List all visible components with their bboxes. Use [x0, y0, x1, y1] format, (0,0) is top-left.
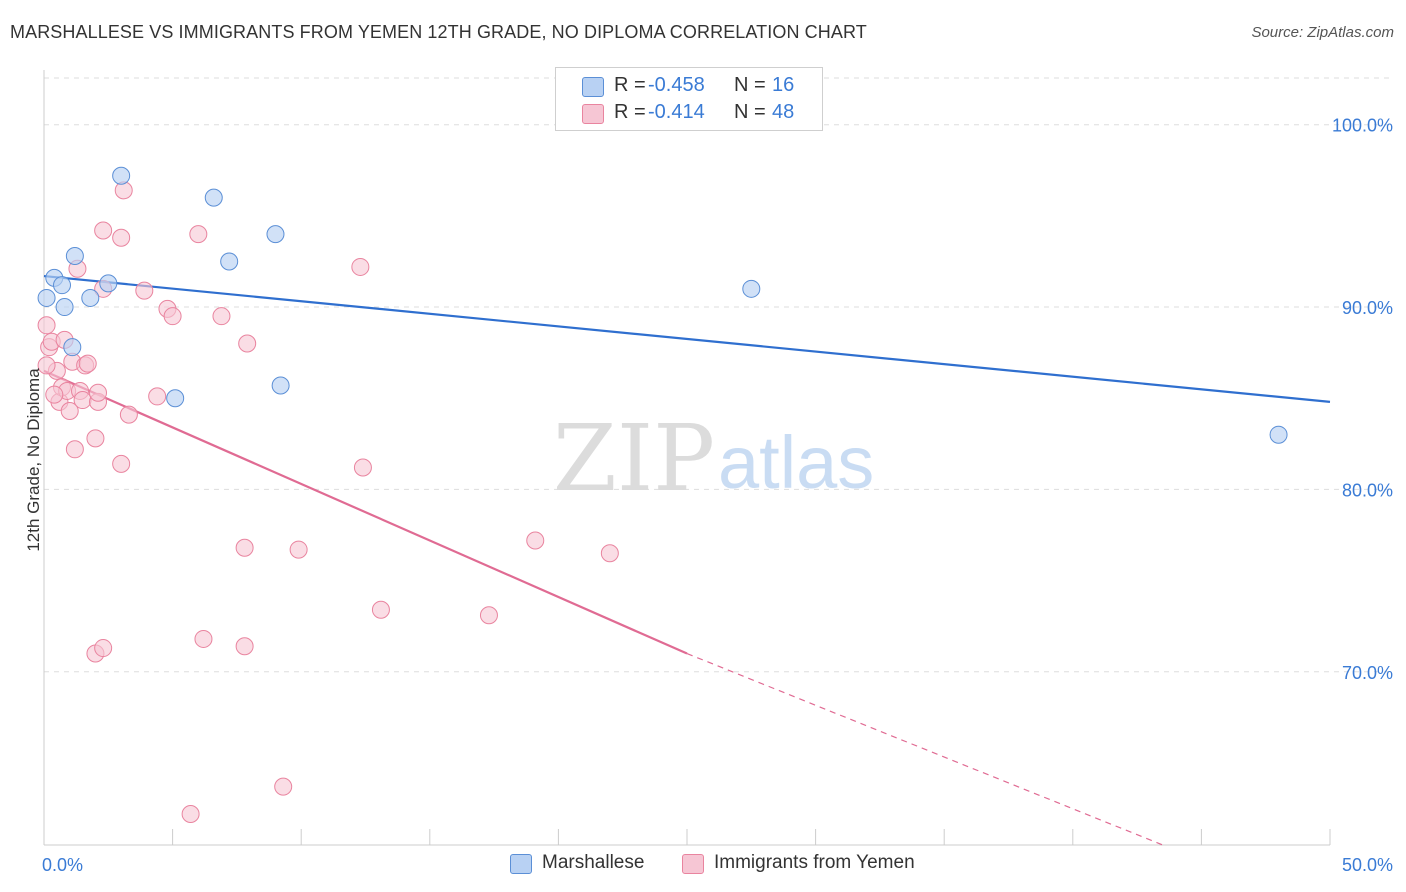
point-yemen	[274, 777, 293, 796]
point-yemen	[371, 600, 390, 619]
point-marshallese	[53, 276, 72, 295]
axes	[43, 70, 1331, 846]
point-marshallese	[81, 288, 100, 307]
point-yemen	[163, 307, 182, 326]
point-marshallese	[1269, 425, 1288, 444]
point-yemen	[45, 385, 64, 404]
y-tick-label: 80.0%	[1342, 480, 1393, 500]
r-value: -0.414	[648, 101, 705, 123]
gridlines	[44, 77, 1392, 673]
point-yemen	[235, 637, 254, 656]
point-marshallese	[55, 298, 74, 317]
legend-swatch-yemen	[682, 854, 704, 874]
r-value: -0.458	[648, 74, 705, 96]
n-label: N =	[734, 74, 766, 96]
legend-label-marshallese: Marshallese	[542, 852, 645, 873]
point-yemen	[119, 405, 138, 424]
r-label: R =	[614, 101, 646, 123]
legend-swatch-marshallese	[510, 854, 532, 874]
chart-source: Source: ZipAtlas.com	[1251, 24, 1394, 41]
trendline-yemen	[43, 369, 688, 655]
point-marshallese	[742, 279, 761, 298]
watermark-zip: ZIP	[553, 405, 715, 512]
y-tick-label: 70.0%	[1342, 663, 1393, 683]
point-marshallese	[220, 252, 239, 271]
yemen-swatch	[582, 104, 604, 124]
point-yemen	[135, 281, 154, 300]
point-marshallese	[99, 274, 118, 293]
point-yemen	[94, 221, 113, 240]
point-yemen	[112, 454, 131, 473]
point-yemen	[112, 228, 131, 247]
point-yemen	[235, 538, 254, 557]
point-marshallese	[166, 389, 185, 408]
r-label: R =	[614, 74, 646, 96]
point-yemen	[353, 458, 372, 477]
point-yemen	[37, 356, 56, 375]
point-yemen	[114, 181, 133, 200]
watermark-atlas: atlas	[718, 421, 874, 504]
x-tick-label: 0.0%	[42, 855, 83, 875]
n-value: 16	[772, 74, 795, 96]
x-tick-label: 50.0%	[1342, 855, 1393, 875]
y-tick-label: 90.0%	[1342, 298, 1393, 318]
point-marshallese	[37, 288, 56, 307]
point-marshallese	[266, 225, 285, 244]
tick-labels: 100.0% 90.0% 80.0% 70.0% 0.0% 50.0%	[42, 116, 1393, 875]
point-yemen	[212, 307, 231, 326]
point-yemen	[60, 402, 79, 420]
point-yemen	[189, 225, 208, 244]
y-tick-label: 100.0%	[1332, 116, 1393, 136]
stats-box: R = -0.458 N = 16 R = -0.414 N = 48	[555, 67, 823, 131]
trend-lines	[43, 274, 1331, 846]
trendline-marshallese	[43, 274, 1331, 403]
marshallese-swatch	[582, 77, 604, 97]
point-marshallese	[271, 376, 290, 395]
chart-title: MARSHALLESE VS IMMIGRANTS FROM YEMEN 12T…	[10, 22, 867, 42]
point-yemen	[148, 387, 167, 406]
data-points	[37, 166, 1288, 823]
point-yemen	[73, 391, 92, 410]
n-value: 48	[772, 101, 795, 123]
point-yemen	[526, 531, 545, 550]
n-label: N =	[734, 101, 766, 123]
point-yemen	[37, 316, 56, 335]
point-yemen	[194, 629, 213, 648]
point-marshallese	[112, 166, 131, 185]
point-yemen	[181, 805, 200, 823]
point-yemen	[78, 354, 97, 373]
point-yemen	[351, 257, 370, 276]
point-yemen	[238, 334, 257, 353]
point-yemen	[89, 383, 108, 402]
trendline-yemen-extension	[686, 652, 1164, 846]
point-yemen	[600, 544, 619, 563]
point-yemen	[65, 440, 84, 459]
point-marshallese	[63, 338, 82, 357]
legend-label-yemen: Immigrants from Yemen	[714, 852, 915, 873]
point-marshallese	[204, 188, 223, 207]
y-axis-label: 12th Grade, No Diploma	[24, 368, 43, 552]
point-marshallese	[65, 247, 84, 265]
point-yemen	[94, 639, 113, 658]
point-yemen	[86, 429, 105, 448]
point-yemen	[479, 606, 498, 625]
stats-row-yemen: R = -0.414 N = 48	[556, 101, 822, 129]
stats-row-marshallese: R = -0.458 N = 16	[556, 74, 822, 102]
point-yemen	[289, 540, 308, 559]
watermark: ZIP atlas	[553, 405, 874, 512]
